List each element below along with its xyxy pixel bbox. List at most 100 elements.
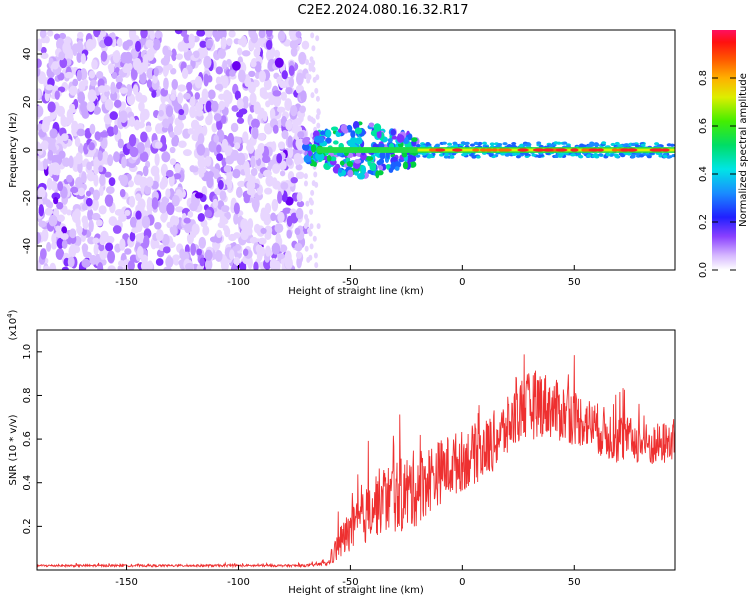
- heatmap-cell: [303, 173, 308, 180]
- heatmap-cell: [207, 75, 213, 83]
- heatmap-cell: [578, 155, 584, 159]
- heatmap-cell: [290, 105, 298, 117]
- heatmap-cell: [287, 135, 293, 149]
- heatmap-cell: [307, 115, 312, 122]
- heatmap-cell: [334, 163, 341, 170]
- heatmap-cell: [224, 145, 233, 154]
- heatmap-cell: [350, 130, 356, 138]
- heatmap-cell: [161, 196, 170, 205]
- heatmap-cell: [136, 142, 145, 154]
- heatmap-cell: [81, 203, 88, 211]
- x-tick-label: 0: [459, 277, 465, 288]
- heatmap-cell: [201, 125, 208, 136]
- heatmap-cell: [303, 154, 312, 163]
- heatmap-cell: [232, 168, 241, 179]
- heatmap-cell: [204, 258, 213, 270]
- heatmap-cell: [614, 154, 620, 159]
- heatmap-peak: [620, 148, 631, 152]
- heatmap-cell: [49, 262, 57, 270]
- heatmap-cell: [165, 49, 173, 57]
- heatmap-cell: [339, 160, 345, 166]
- heatmap-cell: [197, 133, 205, 145]
- heatmap-cell: [464, 141, 470, 145]
- heatmap-cell: [49, 128, 58, 139]
- colorbar: 0.0 0.2 0.4 0.6 0.8 Normalized spectral ampl…: [698, 30, 749, 278]
- heatmap-cell: [640, 143, 646, 147]
- x-tick-label: -150: [115, 277, 138, 288]
- heatmap-cell: [315, 74, 320, 81]
- heatmap-cell: [274, 57, 284, 68]
- heatmap-cell: [394, 166, 400, 171]
- heatmap-cell: [89, 254, 98, 266]
- heatmap-cell: [140, 111, 149, 119]
- heatmap-cell: [165, 256, 174, 268]
- heatmap-cell: [138, 101, 145, 112]
- heatmap-cell: [75, 216, 81, 230]
- heatmap-cell: [88, 70, 96, 79]
- heatmap-cell: [83, 142, 89, 155]
- bottom-x-axis: -150 -100 -50 0 50: [115, 565, 581, 588]
- heatmap-cell: [622, 143, 628, 147]
- heatmap-cell: [271, 242, 281, 255]
- colorbar-tick-label: 0.0: [698, 262, 709, 278]
- heatmap-cell: [122, 65, 129, 74]
- heatmap-cell: [253, 101, 262, 115]
- heatmap-cell: [234, 90, 241, 101]
- heatmap-cell: [177, 84, 187, 92]
- heatmap-cell: [125, 84, 133, 97]
- heatmap-cell: [333, 140, 339, 145]
- heatmap-cell: [223, 165, 232, 173]
- heatmap-cell: [265, 30, 273, 38]
- heatmap-cell: [141, 215, 151, 229]
- heatmap-cell: [68, 155, 74, 169]
- heatmap-cell: [160, 57, 170, 66]
- heatmap-cell: [98, 165, 104, 173]
- heatmap-cell: [174, 163, 181, 174]
- heatmap-cell: [73, 208, 81, 220]
- bottom-y-multiplier: (x104): [6, 309, 19, 340]
- heatmap-cell: [369, 162, 377, 172]
- y-tick-label: -20: [22, 190, 33, 206]
- heatmap-cell: [311, 45, 316, 52]
- heatmap-cell: [221, 157, 227, 167]
- heatmap-cell: [316, 223, 321, 230]
- heatmap-cell: [207, 111, 213, 124]
- heatmap-cell: [654, 142, 660, 146]
- top-y-axis: -40 -20 0 20 40: [22, 48, 42, 254]
- heatmap-cell: [125, 39, 134, 47]
- heatmap-cell: [169, 158, 177, 166]
- heatmap-cell: [183, 92, 191, 100]
- heatmap-cell: [194, 192, 204, 199]
- heatmap-cell: [276, 253, 285, 260]
- heatmap-cell: [277, 191, 283, 204]
- heatmap-cell: [69, 228, 77, 239]
- heatmap-cell: [279, 244, 288, 253]
- heatmap-cell: [306, 77, 311, 84]
- heatmap-cell: [214, 83, 224, 91]
- heatmap-cell: [229, 249, 235, 261]
- heatmap-cell: [220, 115, 227, 124]
- heatmap-cell: [170, 67, 177, 75]
- heatmap-cell: [107, 250, 116, 264]
- heatmap-cell: [325, 129, 332, 138]
- colorbar-tick-label: 0.6: [698, 118, 709, 134]
- heatmap-cell: [60, 133, 69, 142]
- heatmap-cell: [99, 131, 109, 138]
- heatmap-cell: [67, 256, 75, 268]
- heatmap-cell: [155, 229, 164, 242]
- heatmap-cell: [37, 232, 42, 245]
- heatmap-cell: [37, 67, 41, 77]
- heatmap-cell: [44, 35, 50, 44]
- heatmap-cell: [74, 136, 81, 147]
- heatmap-cell: [269, 258, 278, 270]
- heatmap-cell: [151, 197, 159, 210]
- heatmap-cell: [97, 262, 104, 270]
- heatmap-cell: [146, 48, 155, 61]
- heatmap-cell: [242, 131, 249, 144]
- heatmap-cell: [137, 198, 146, 211]
- heatmap-cell: [91, 198, 99, 211]
- heatmap-cell: [199, 40, 207, 48]
- heatmap-cell: [81, 258, 91, 268]
- heatmap-cell: [217, 48, 226, 59]
- heatmap-cell: [70, 186, 79, 194]
